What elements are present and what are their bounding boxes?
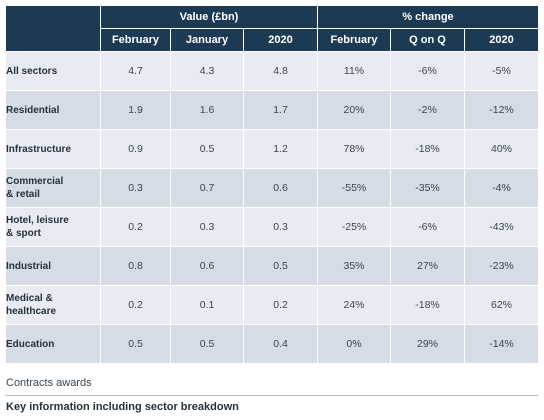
- table-cell: 40%: [464, 129, 540, 169]
- table-cell: -6%: [390, 51, 466, 91]
- row-label-line: & sport: [6, 228, 41, 239]
- table-cell: 0.5: [170, 324, 244, 364]
- row-label: Commercial & retail: [5, 168, 101, 208]
- row-label: Hotel, leisure & sport: [5, 207, 101, 247]
- table-cell: 0.5: [100, 324, 171, 364]
- table-cell: 62%: [464, 285, 540, 325]
- table-cell: 27%: [390, 246, 466, 286]
- row-label-line: Industrial: [6, 260, 52, 272]
- table-cell: 0.2: [100, 207, 171, 247]
- row-label-line: Hotel, leisure: [6, 215, 69, 226]
- table-cell: -12%: [464, 90, 540, 130]
- table-cell: 4.8: [242, 51, 319, 91]
- table-row: Commercial & retail 0.3 0.7 0.6 -55% -35% -4%: [5, 168, 540, 208]
- table-cell: 0.5: [242, 246, 319, 286]
- row-label-line: healthcare: [6, 306, 57, 317]
- table-cell: 1.2: [242, 129, 319, 169]
- table-cell: 78%: [317, 129, 392, 169]
- row-label: All sectors: [5, 51, 101, 91]
- table-subcaption: Key information including sector breakdo…: [6, 401, 239, 413]
- table-cell: -55%: [317, 168, 392, 208]
- column-header: January: [170, 28, 244, 52]
- table-cell: 1.6: [170, 90, 244, 130]
- column-header: 2020: [242, 28, 319, 52]
- row-label-line: Education: [6, 338, 55, 350]
- row-label: Residential: [5, 90, 101, 130]
- row-label-line: Medical &: [6, 293, 53, 304]
- table-cell: 35%: [317, 246, 392, 286]
- table-cell: 0.3: [100, 168, 171, 208]
- caption-divider: [5, 395, 538, 396]
- table-cell: 24%: [317, 285, 392, 325]
- row-label-line: Infrastructure: [6, 143, 72, 155]
- table-cell: 0%: [317, 324, 392, 364]
- table-row: Residential 1.9 1.6 1.7 20% -2% -12%: [5, 90, 540, 130]
- table-cell: 0.6: [242, 168, 319, 208]
- table-cell: 0.5: [170, 129, 244, 169]
- table-cell: 4.7: [100, 51, 171, 91]
- row-label: Education: [5, 324, 101, 364]
- table-cell: -14%: [464, 324, 540, 364]
- table-caption: Contracts awards: [6, 377, 92, 389]
- row-label: Industrial: [5, 246, 101, 286]
- table-row: Industrial 0.8 0.6 0.5 35% 27% -23%: [5, 246, 540, 286]
- column-header: February: [100, 28, 171, 52]
- row-label-line: Residential: [6, 104, 60, 116]
- table-row: Education 0.5 0.5 0.4 0% 29% -14%: [5, 324, 540, 364]
- table-cell: -6%: [390, 207, 466, 247]
- column-header: 2020: [464, 28, 540, 52]
- table-cell: 0.7: [170, 168, 244, 208]
- table-cell: 0.3: [170, 207, 244, 247]
- column-header: Q on Q: [390, 28, 466, 52]
- table-cell: 20%: [317, 90, 392, 130]
- table-row: Infrastructure 0.9 0.5 1.2 78% -18% 40%: [5, 129, 540, 169]
- header-corner: [5, 5, 101, 52]
- table-cell: 0.9: [100, 129, 171, 169]
- sector-breakdown-table: Value (£bn) % change February January 20…: [5, 5, 540, 364]
- table-row: All sectors 4.7 4.3 4.8 11% -6% -5%: [5, 51, 540, 91]
- value-group-header: Value (£bn): [99, 5, 319, 29]
- table-row: Hotel, leisure & sport 0.2 0.3 0.3 -25% -6% -43…: [5, 207, 540, 247]
- row-label-line: All sectors: [6, 65, 58, 77]
- table-cell: 0.2: [100, 285, 171, 325]
- table-cell: -35%: [390, 168, 466, 208]
- table-cell: 11%: [317, 51, 392, 91]
- row-label: Infrastructure: [5, 129, 101, 169]
- table-cell: -18%: [390, 285, 466, 325]
- table-cell: 4.3: [170, 51, 244, 91]
- change-group-header: % change: [317, 5, 540, 29]
- table-cell: 29%: [390, 324, 466, 364]
- table-cell: -4%: [464, 168, 540, 208]
- table-cell: 0.2: [242, 285, 319, 325]
- table-cell: -2%: [390, 90, 466, 130]
- table-cell: 0.4: [242, 324, 319, 364]
- row-label-line: Commercial: [6, 176, 64, 187]
- table-cell: 1.9: [100, 90, 171, 130]
- table-cell: -18%: [390, 129, 466, 169]
- table-cell: 1.7: [242, 90, 319, 130]
- table-cell: 0.6: [170, 246, 244, 286]
- table-cell: 0.1: [170, 285, 244, 325]
- table-cell: -25%: [317, 207, 392, 247]
- row-label: Medical & healthcare: [5, 285, 101, 325]
- table-cell: -5%: [464, 51, 540, 91]
- table-cell: -23%: [464, 246, 540, 286]
- table-row: Medical & healthcare 0.2 0.1 0.2 24% -18% 62%: [5, 285, 540, 325]
- table-cell: 0.8: [100, 246, 171, 286]
- table-cell: 0.3: [242, 207, 319, 247]
- table-body: All sectors 4.7 4.3 4.8 11% -6% -5% Residential…: [5, 51, 540, 364]
- row-label-line: & retail: [6, 189, 40, 200]
- column-header: February: [317, 28, 392, 52]
- table-cell: -43%: [464, 207, 540, 247]
